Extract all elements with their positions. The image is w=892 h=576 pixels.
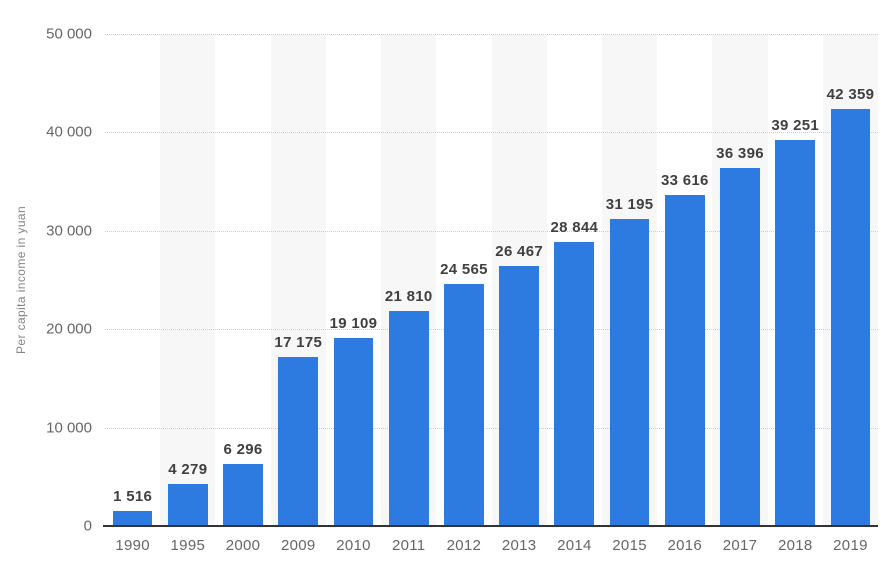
bar-2012[interactable] [444,284,484,526]
bar-value-label-2011: 21 810 [384,288,433,306]
y-tick-label-20000: 20 000 [46,320,92,338]
y-tick-label-50000: 50 000 [46,25,92,43]
column-2016: 33 616 2016 [657,34,712,554]
bar-2018[interactable] [775,139,816,526]
column-2010: 19 109 2010 [326,34,381,554]
column-2014: 28 844 2014 [547,34,602,554]
x-tick-label-2018: 2018 [777,537,813,554]
x-tick-label-2017: 2017 [722,537,758,554]
grid-line-20000 [105,329,878,331]
x-tick-label-2000: 2000 [225,537,261,554]
bar-value-label-2012: 24 565 [440,261,488,279]
background-band-1995 [160,34,216,526]
x-tick-label-2009: 2009 [280,537,316,554]
grid-line-40000 [105,132,878,134]
x-tick-label-2013: 2013 [501,537,537,554]
grid-line-10000 [105,427,878,429]
bar-2000[interactable] [223,464,263,526]
bar-value-label-2000: 6 296 [223,441,263,459]
column-2011: 21 810 2011 [381,34,437,554]
bar-value-label-2014: 28 844 [550,219,599,237]
grid-line-50000 [105,34,878,35]
column-2018: 39 251 2018 [768,34,823,554]
bar-2017[interactable] [720,167,760,526]
x-tick-label-2019: 2019 [833,537,868,554]
bar-value-label-2015: 31 195 [605,196,654,214]
bar-2011[interactable] [388,311,429,526]
bar-value-label-2010: 19 109 [329,314,378,332]
grid-line-30000 [105,230,878,232]
bar-value-label-1990: 1 516 [113,488,153,506]
x-axis-line [103,525,878,527]
column-1990: 1 516 1990 [105,34,160,554]
bar-value-label-2009: 17 175 [274,334,323,351]
column-2019: 42 359 2019 [822,34,879,554]
x-tick-label-1990: 1990 [115,537,150,554]
x-tick-label-2015: 2015 [612,537,647,554]
x-tick-label-2016: 2016 [667,537,703,554]
x-tick-label-2011: 2011 [391,537,426,554]
bar-1990[interactable] [112,511,153,526]
bar-value-label-1995: 4 279 [168,460,208,478]
plot-area: 1 516 1990 4 279 1995 6 296 2000 17 175 2009 19 … [105,34,879,554]
bar-2014[interactable] [554,242,595,526]
y-tick-label-0: 0 [83,517,92,535]
bar-2015[interactable] [609,219,650,526]
y-tick-label-30000: 30 000 [46,222,92,240]
x-tick-label-2014: 2014 [557,537,592,554]
column-2015: 31 195 2015 [601,34,658,554]
column-2009: 17 175 2009 [270,34,326,554]
column-2012: 24 565 2012 [436,34,491,554]
x-tick-label-2012: 2012 [446,537,482,554]
column-2013: 26 467 2013 [491,34,547,554]
bar-value-label-2019: 42 359 [826,86,875,104]
bar-value-label-2018: 39 251 [771,116,820,134]
bar-value-label-2017: 36 396 [716,144,764,162]
y-tick-label-10000: 10 000 [46,419,92,437]
column-1995: 4 279 1995 [160,34,216,554]
x-tick-label-1995: 1995 [170,537,206,554]
column-2000: 6 296 2000 [215,34,270,554]
bar-2019[interactable] [830,109,871,526]
bar-2013[interactable] [499,265,539,526]
background-band-1990 [105,34,160,526]
bar-2010[interactable] [333,337,374,526]
y-tick-label-40000: 40 000 [46,123,92,141]
bar-2009[interactable] [278,357,319,526]
bar-value-label-2016: 33 616 [660,172,709,190]
bar-1995[interactable] [167,483,208,526]
y-axis: 0 10 000 20 000 30 000 40 000 50 000 [0,26,92,535]
x-tick-label-2010: 2010 [336,537,371,554]
column-2017: 36 396 2017 [712,34,768,554]
bar-value-label-2013: 26 467 [495,242,543,260]
bar-2016[interactable] [664,195,705,526]
